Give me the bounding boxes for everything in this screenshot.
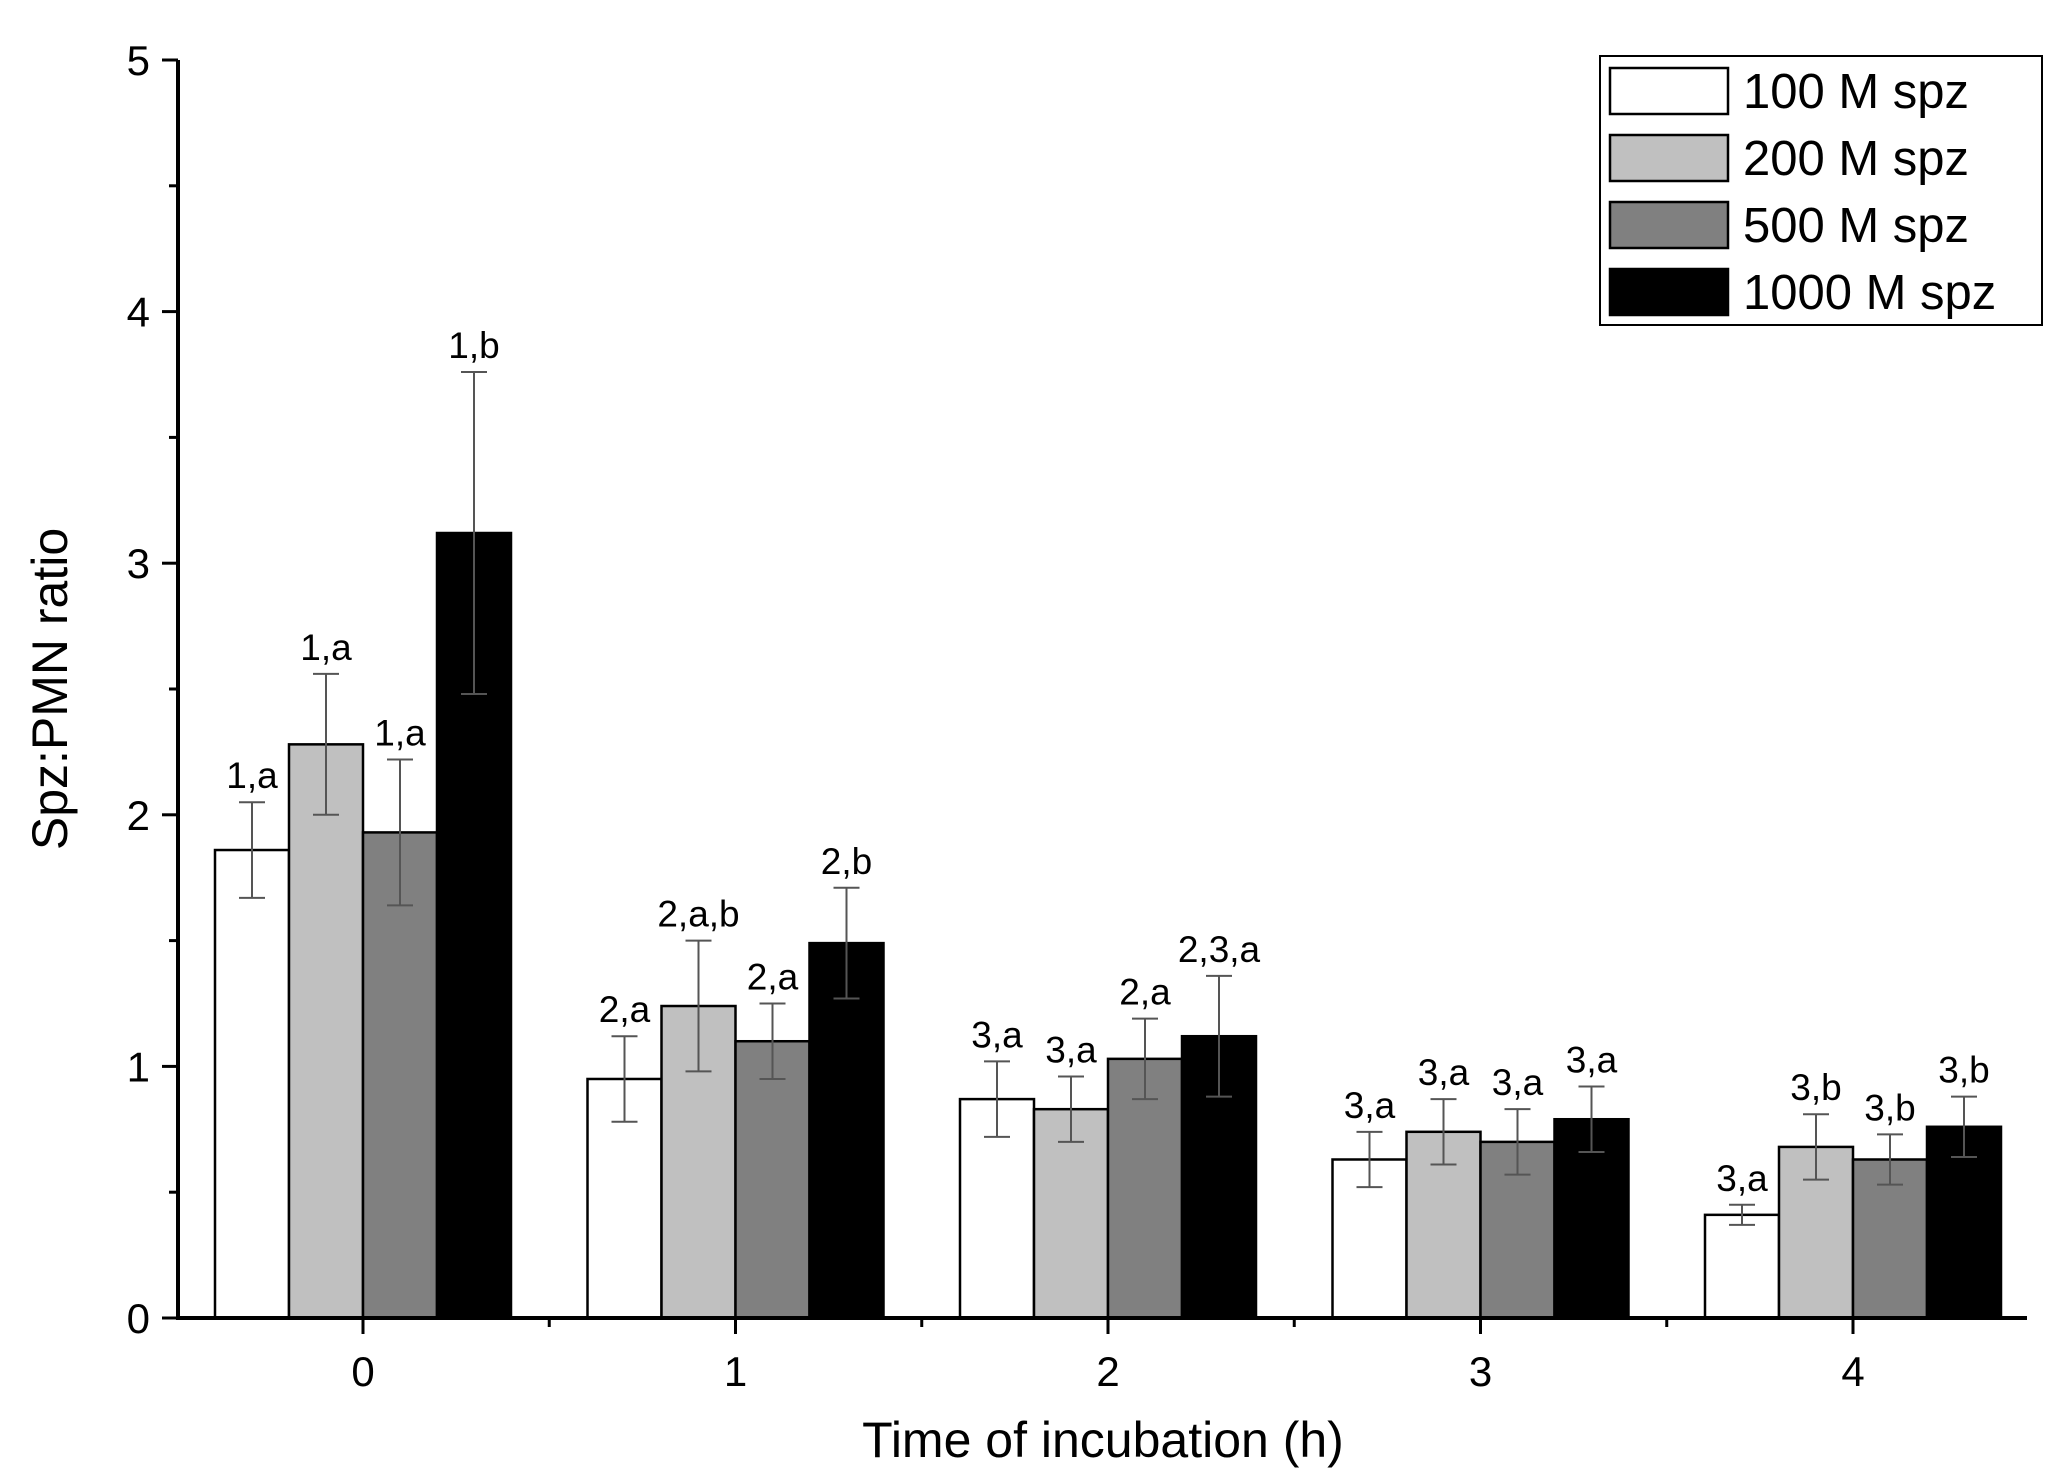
error-bar-3-0 <box>461 370 487 696</box>
y-tick-label: 3 <box>127 540 150 587</box>
legend-items: 100 M spz 200 M spz 500 M spz 1000 M spz <box>1608 65 1996 320</box>
bar-2-0 <box>361 831 439 1320</box>
bar-annotation-0-4: 3,a <box>1716 1158 1768 1199</box>
legend-swatch-3 <box>1608 267 1730 317</box>
error-bar-0-0 <box>239 801 265 899</box>
error-bar-0-3 <box>1356 1130 1383 1189</box>
bar-annotation-0-1: 2,a <box>599 989 651 1030</box>
bar-3-4 <box>1925 1125 2003 1320</box>
error-bar-3-4 <box>1951 1095 1977 1158</box>
error-bar-0-1 <box>611 1035 638 1123</box>
error-bar-2-1 <box>759 1002 786 1080</box>
error-bar-3-1 <box>833 886 860 1000</box>
y-tick-label: 4 <box>127 289 150 336</box>
x-tick-label: 1 <box>724 1348 747 1395</box>
bar-annotation-3-3: 3,a <box>1566 1040 1618 1081</box>
y-tick-label: 2 <box>127 792 150 839</box>
bar-0-4 <box>1703 1213 1781 1320</box>
error-bar-0-2 <box>984 1060 1010 1138</box>
x-ticks: 0 1 2 3 4 <box>351 1318 1865 1395</box>
bar-annotation-1-1: 2,a,b <box>657 894 739 935</box>
legend-label-3: 1000 M spz <box>1743 266 1996 320</box>
bar-2-1 <box>734 1039 811 1320</box>
bar-annotation-1-4: 3,b <box>1790 1067 1841 1108</box>
x-tick-label: 2 <box>1096 1348 1119 1395</box>
bar-annotation-2-2: 2,a <box>1119 972 1171 1013</box>
x-axis-title: Time of incubation (h) <box>862 1412 1344 1468</box>
bar-annotations-layer: 1,a2,a3,a3,a3,a1,a2,a,b3,a3,a 3,b1,a2,a 2,… <box>226 325 1989 1199</box>
bar-annotation-1-0: 1,a <box>300 627 352 668</box>
error-bar-1-1 <box>685 939 712 1073</box>
error-bar-1-3 <box>1430 1098 1457 1166</box>
error-bar-3-2 <box>1206 974 1232 1098</box>
error-bar-3-3 <box>1578 1085 1605 1153</box>
bar-annotation-0-0: 1,a <box>226 755 278 796</box>
bar-annotation-2-0: 1,a <box>374 712 426 753</box>
bars-layer <box>213 531 2003 1320</box>
bar-annotation-3-1: 2,b <box>821 841 872 882</box>
bar-annotation-0-3: 3,a <box>1344 1085 1396 1126</box>
legend-swatch-0 <box>1608 66 1730 116</box>
bar-annotation-2-1: 2,a <box>747 957 799 998</box>
error-bar-1-2 <box>1058 1075 1084 1143</box>
bar-annotation-2-4: 3,b <box>1864 1087 1915 1128</box>
bar-annotation-1-3: 3,a <box>1418 1052 1470 1093</box>
bar-1-0 <box>287 743 365 1320</box>
x-tick-label: 3 <box>1469 1348 1492 1395</box>
bar-annotation-1-2: 3,a <box>1045 1029 1097 1070</box>
legend-swatch-2 <box>1608 200 1730 250</box>
legend: 100 M spz 200 M spz 500 M spz 1000 M spz <box>1599 55 2043 326</box>
error-bar-2-4 <box>1877 1133 1903 1186</box>
x-tick-label: 4 <box>1841 1348 1864 1395</box>
y-ticks: 0 1 2 3 4 5 <box>127 37 178 1342</box>
bar-annotation-2-3: 3,a <box>1492 1062 1544 1103</box>
error-bar-1-0 <box>313 672 339 816</box>
x-tick-label: 0 <box>351 1348 374 1395</box>
y-tick-label: 5 <box>127 37 150 84</box>
legend-swatch-1 <box>1608 133 1730 183</box>
error-bars-layer <box>239 370 1977 1226</box>
y-tick-label: 0 <box>127 1295 150 1342</box>
legend-label-0: 100 M spz <box>1743 65 1969 119</box>
bar-annotation-3-2: 2,3,a <box>1178 929 1261 970</box>
bar-annotation-3-4: 3,b <box>1938 1050 1989 1091</box>
legend-label-2: 500 M spz <box>1743 199 1969 253</box>
error-bar-2-2 <box>1132 1017 1158 1101</box>
legend-label-1: 200 M spz <box>1743 132 1969 186</box>
error-bar-2-0 <box>387 758 413 907</box>
bar-0-0 <box>213 848 291 1320</box>
y-tick-label: 1 <box>127 1043 150 1090</box>
bar-annotation-3-0: 1,b <box>448 325 499 366</box>
error-bar-0-4 <box>1729 1203 1755 1226</box>
error-bar-1-4 <box>1803 1113 1829 1181</box>
bar-annotation-0-2: 3,a <box>971 1014 1023 1055</box>
y-axis-title: Spz:PMN ratio <box>22 528 78 850</box>
error-bar-2-3 <box>1504 1108 1531 1176</box>
